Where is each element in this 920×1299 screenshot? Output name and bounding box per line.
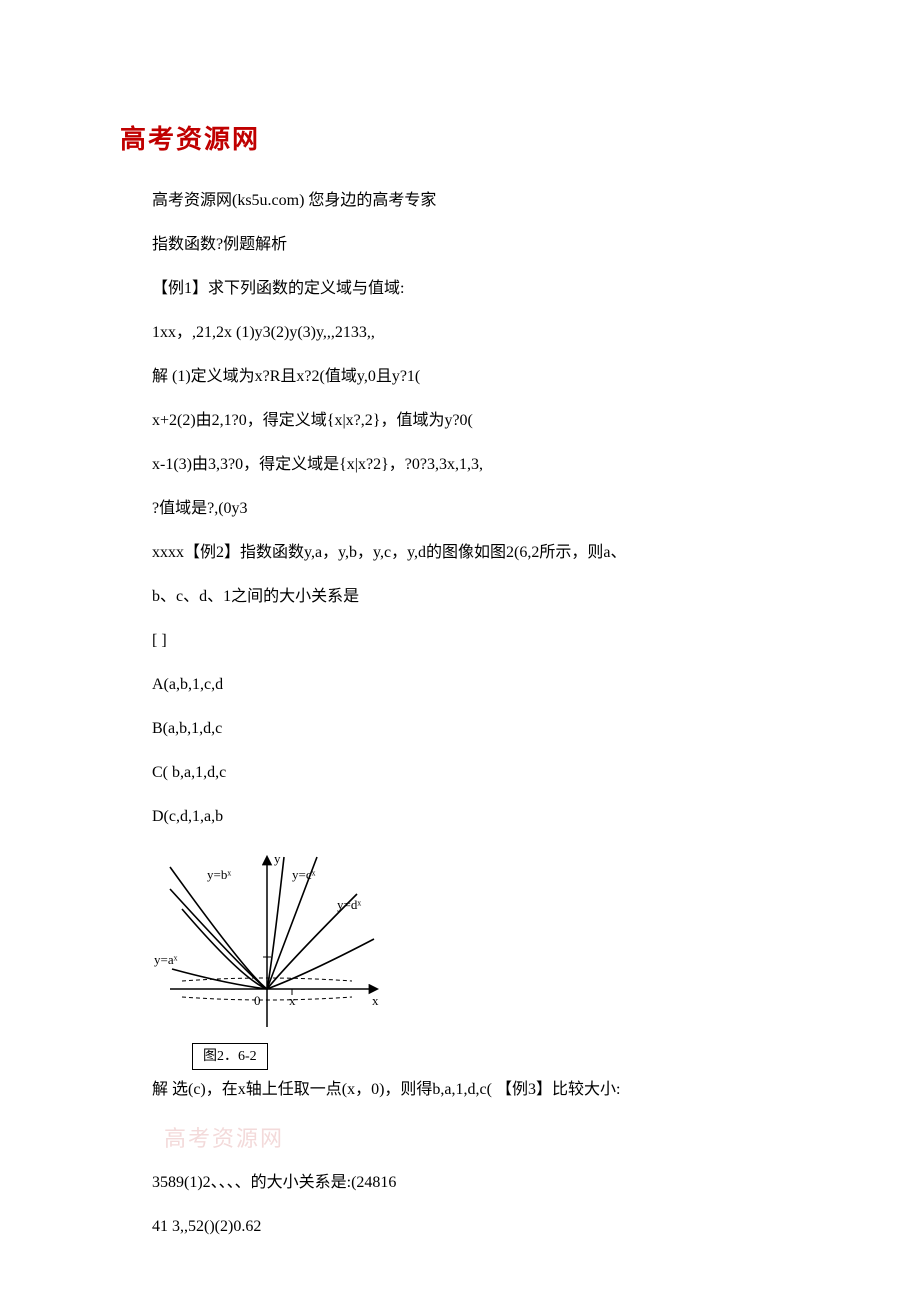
graph-svg: y=aˣ y=bˣ y=cˣ y=dˣ y x 0 x: [152, 849, 392, 1039]
svg-text:y=aˣ: y=aˣ: [154, 952, 178, 967]
line-4: 1xx，,21,2x (1)y3(2)y(3)y,,,2133,,: [120, 321, 800, 345]
document-page: 高考资源网 高考资源网(ks5u.com) 您身边的高考专家 指数函数?例题解析…: [0, 0, 920, 1299]
line-2: 指数函数?例题解析: [120, 233, 800, 257]
svg-text:0: 0: [254, 993, 261, 1008]
option-b: B(a,b,1,d,c: [120, 717, 800, 741]
line-10: b、c、d、1之间的大小关系是: [120, 585, 800, 609]
line-18: 41 3,,52()(2)0.62: [120, 1215, 800, 1239]
line-6: x+2(2)由2,1?0，得定义域{x|x?,2}，值域为y?0(: [120, 409, 800, 433]
svg-text:y: y: [274, 851, 281, 866]
logo-text: 高考资源网: [120, 125, 260, 154]
figure-caption: 图2．6-2: [192, 1043, 268, 1070]
svg-text:x: x: [289, 993, 296, 1008]
example-1-heading: 【例1】求下列函数的定义域与值域:: [120, 277, 800, 301]
line-8: ?值域是?,(0y3: [120, 497, 800, 521]
line-17: 3589(1)2、、、、的大小关系是:(24816: [120, 1171, 800, 1195]
exponential-graph-figure: y=aˣ y=bˣ y=cˣ y=dˣ y x 0 x 图2．6-2: [152, 849, 800, 1070]
line-5: 解 (1)定义域为x?R且x?2(值域y,0且y?1(: [120, 365, 800, 389]
svg-text:y=bˣ: y=bˣ: [207, 867, 231, 882]
option-c: C( b,a,1,d,c: [120, 761, 800, 785]
solution-line: 解 选(c)，在x轴上任取一点(x，0)，则得b,a,1,d,c( 【例3】比较…: [120, 1078, 800, 1102]
option-a: A(a,b,1,c,d: [120, 673, 800, 697]
line-7: x-1(3)由3,3?0，得定义域是{x|x?2}，?0?3,3x,1,3,: [120, 453, 800, 477]
svg-text:y=dˣ: y=dˣ: [337, 897, 361, 912]
svg-text:x: x: [372, 993, 379, 1008]
line-1: 高考资源网(ks5u.com) 您身边的高考专家: [120, 189, 800, 213]
option-d: D(c,d,1,a,b: [120, 805, 800, 829]
bracket-line: [ ]: [120, 629, 800, 653]
example-2-heading: xxxx【例2】指数函数y,a，y,b，y,c，y,d的图像如图2(6,2所示，…: [120, 541, 800, 565]
site-logo: 高考资源网: [120, 120, 800, 159]
watermark-text: 高考资源网: [164, 1122, 800, 1155]
svg-text:y=cˣ: y=cˣ: [292, 867, 316, 882]
